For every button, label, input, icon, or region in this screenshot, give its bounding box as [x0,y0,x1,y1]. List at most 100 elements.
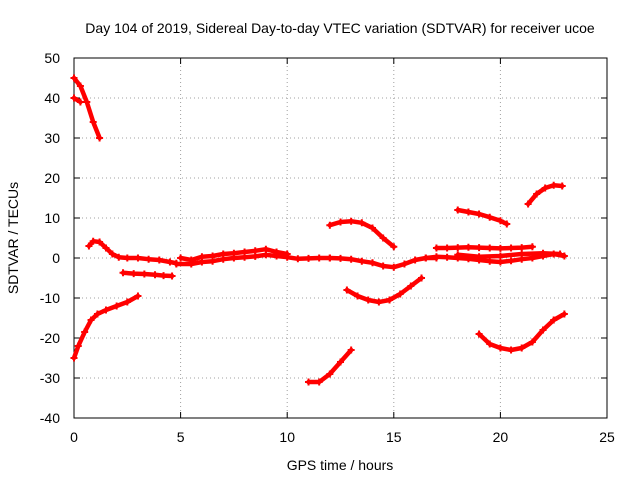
data-point [115,253,123,261]
data-point [85,242,93,250]
y-tick-label: 10 [44,210,60,226]
data-point [305,378,313,386]
data-point [560,310,568,318]
data-point [368,259,376,267]
data-point [81,328,89,336]
data-point [241,248,249,256]
data-point [140,270,148,278]
y-tick-label: 50 [44,50,60,66]
data-point [558,182,566,190]
data-point [507,244,515,252]
data-point [539,249,547,257]
data-point [407,282,415,290]
series-arc4 [86,238,179,266]
data-point [151,271,159,279]
data-point [432,253,440,261]
data-point [475,330,483,338]
x-tick-label: 20 [493,429,509,445]
data-point [315,254,323,262]
data-point [486,340,494,348]
data-point [368,224,376,232]
data-point [503,220,511,228]
data-point [560,252,568,260]
data-point [87,316,95,324]
data-point [379,262,387,270]
data-point [422,254,430,262]
data-point [496,217,504,225]
data-point [400,260,408,268]
y-tick-label: 40 [44,90,60,106]
data-point [108,250,116,258]
y-tick-label: 0 [52,250,60,266]
data-point [155,256,163,264]
x-axis-label: GPS time / hours [287,457,394,473]
data-point [96,134,104,142]
data-point [172,260,180,268]
data-point [209,252,217,260]
data-point [177,254,185,262]
data-point [230,249,238,257]
data-point [74,342,82,350]
data-point [187,256,195,264]
data-point [556,250,564,258]
data-point [541,184,549,192]
data-series [70,74,568,386]
data-point [486,213,494,221]
data-point [347,346,355,354]
data-point [343,286,351,294]
plot-frame [73,57,608,419]
data-point [102,244,110,252]
data-point [524,200,532,208]
data-point [518,344,526,352]
data-point [145,255,153,263]
data-point [354,292,362,300]
data-point [251,247,259,255]
data-point [390,243,398,251]
data-point [113,302,121,310]
data-point [386,296,394,304]
data-point [533,190,541,198]
data-point [123,298,131,306]
data-point [347,255,355,263]
data-point [93,310,101,318]
data-point [262,245,270,253]
y-tick-label: -40 [40,410,60,426]
data-point [166,258,174,266]
data-point [396,290,404,298]
series-arc13 [434,244,535,251]
data-point [70,354,78,362]
data-point [518,250,526,258]
data-point [443,244,451,252]
data-point [411,256,419,264]
data-point [337,218,344,226]
data-point [496,258,504,266]
data-point [507,257,515,265]
y-tick-label: 20 [44,170,60,186]
data-point [528,338,536,346]
x-tick-label: 0 [70,429,78,445]
data-point [454,244,462,252]
data-point [486,257,494,265]
data-point [326,254,334,262]
data-point [305,254,313,262]
data-point [219,250,227,258]
data-point [347,217,355,225]
data-point [83,98,91,106]
y-axis-label: SDTVAR / TECUs [5,182,21,294]
data-point [326,370,334,378]
data-point [528,243,536,251]
data-point [364,296,372,304]
data-point [496,244,504,252]
data-point [337,358,344,366]
data-point [539,326,547,334]
y-tick-label: -30 [40,370,60,386]
data-point [76,82,84,90]
data-point [375,298,383,306]
y-tick-label: -20 [40,330,60,346]
data-point [70,94,78,102]
data-point [326,221,334,229]
chart-title: Day 104 of 2019, Sidereal Day-to-day VTE… [85,20,595,36]
data-point [89,237,97,245]
data-point [496,344,504,352]
